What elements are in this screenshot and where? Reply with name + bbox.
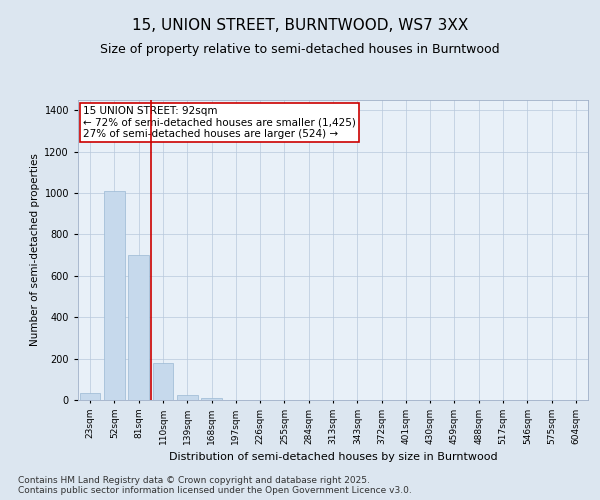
Bar (80, 393, 100, 400)
Bar (104, 191, 125, 400)
Bar (201, 398, 222, 400)
Y-axis label: Number of semi-detached properties: Number of semi-detached properties (30, 154, 40, 346)
X-axis label: Distribution of semi-detached houses by size in Burntwood: Distribution of semi-detached houses by … (169, 452, 497, 462)
Bar (128, 255, 149, 400)
Text: Contains HM Land Registry data © Crown copyright and database right 2025.
Contai: Contains HM Land Registry data © Crown c… (18, 476, 412, 495)
Bar (152, 363, 173, 400)
Bar (177, 395, 197, 400)
Text: 15, UNION STREET, BURNTWOOD, WS7 3XX: 15, UNION STREET, BURNTWOOD, WS7 3XX (132, 18, 468, 32)
Text: 15 UNION STREET: 92sqm
← 72% of semi-detached houses are smaller (1,425)
27% of : 15 UNION STREET: 92sqm ← 72% of semi-det… (83, 106, 356, 139)
Text: Size of property relative to semi-detached houses in Burntwood: Size of property relative to semi-detach… (100, 42, 500, 56)
